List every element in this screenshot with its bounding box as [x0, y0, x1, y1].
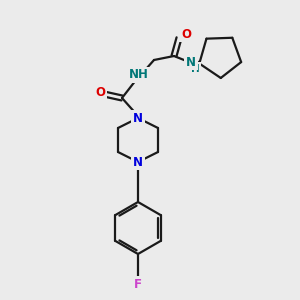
- Text: F: F: [134, 278, 142, 290]
- Text: H: H: [190, 64, 200, 74]
- Text: O: O: [181, 28, 191, 40]
- Text: NH: NH: [129, 68, 149, 82]
- Text: N: N: [133, 155, 143, 169]
- Text: N: N: [133, 112, 143, 124]
- Text: O: O: [95, 85, 105, 98]
- Text: N: N: [186, 56, 196, 68]
